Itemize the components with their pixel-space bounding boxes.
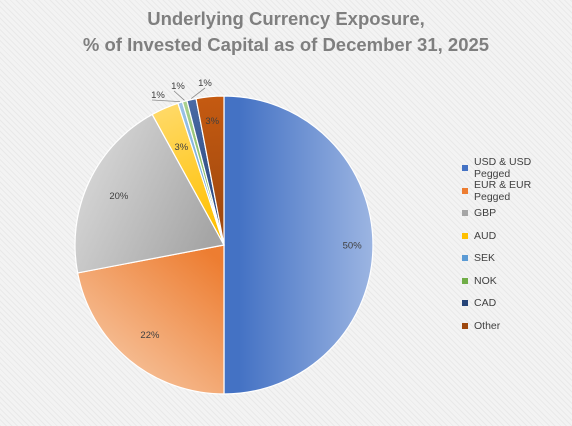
legend-swatch	[462, 210, 468, 217]
legend-item-nok: NOK	[462, 270, 570, 293]
legend-swatch	[462, 322, 468, 329]
data-label-usd-usd-pegged: 50%	[343, 241, 363, 252]
pie-slice-gbp	[74, 113, 225, 274]
legend-item-aud: AUD	[462, 225, 570, 248]
data-label-aud: 3%	[175, 142, 189, 153]
pie-slice-usd-usd-pegged	[223, 95, 374, 395]
legend-swatch	[462, 187, 468, 194]
legend-label: SEK	[474, 252, 496, 265]
leader-line-cad	[191, 87, 206, 99]
legend-item-eur-eur-pegged: EUR & EUR Pegged	[462, 178, 570, 203]
legend-swatch	[462, 165, 468, 172]
leader-line-sek	[151, 99, 180, 103]
data-label-sek: 1%	[151, 90, 165, 101]
legend-label: AUD	[474, 229, 497, 242]
legend-item-cad: CAD	[462, 292, 570, 315]
chart-title: Underlying Currency Exposure, % of Inves…	[0, 6, 572, 58]
legend-label: CAD	[474, 297, 497, 310]
leader-line-nok	[173, 90, 185, 101]
legend-label: Other	[474, 319, 501, 332]
legend-label: NOK	[474, 274, 497, 287]
chart-title-line-2: % of Invested Capital as of December 31,…	[82, 34, 490, 55]
legend-item-gbp: GBP	[462, 202, 570, 225]
legend-label: GBP	[474, 207, 497, 220]
legend-item-other: Other	[462, 315, 570, 338]
data-label-gbp: 20%	[109, 191, 129, 202]
legend-swatch	[462, 255, 468, 262]
legend-label: EUR & EUR Pegged	[474, 178, 532, 203]
pie-slice-eur-eur-pegged	[76, 244, 225, 395]
data-label-other: 3%	[205, 116, 219, 127]
leader-lines	[151, 87, 206, 103]
data-label-eur-eur-pegged: 22%	[140, 330, 160, 341]
chart-title-line-1: Underlying Currency Exposure,	[147, 8, 425, 29]
data-labels: 50% 22% 20% 3% 1% 1% 1% 3%	[109, 78, 362, 341]
legend-item-usd-usd-pegged: USD & USD Pegged	[462, 156, 570, 181]
pie-slice-other	[195, 95, 225, 246]
legend-label: USD & USD Pegged	[474, 156, 532, 181]
legend-swatch	[462, 300, 468, 307]
data-label-cad: 1%	[198, 78, 212, 89]
pie-slices	[74, 95, 374, 395]
legend-swatch	[462, 232, 468, 239]
legend-item-sek: SEK	[462, 247, 570, 270]
legend: USD & USD Pegged EUR & EUR Pegged GBP AUD SE…	[462, 156, 570, 338]
legend-swatch	[462, 277, 468, 284]
data-label-nok: 1%	[171, 81, 185, 92]
